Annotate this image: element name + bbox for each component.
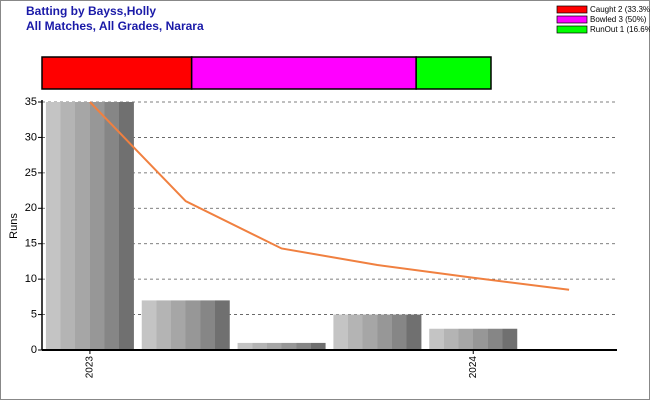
legend-label: RunOut 1 (16.6%) bbox=[590, 25, 650, 34]
legend-label: Caught 2 (33.3%) bbox=[590, 5, 650, 14]
legend-swatch bbox=[556, 15, 588, 24]
y-tick-label: 20 bbox=[25, 202, 37, 214]
x-tick-label: 2023 bbox=[85, 356, 96, 379]
y-tick-label: 0 bbox=[31, 344, 37, 356]
bar bbox=[237, 342, 326, 350]
y-tick-label: 5 bbox=[31, 308, 37, 320]
dismissal-segment bbox=[415, 56, 492, 90]
dismissal-segment bbox=[41, 56, 193, 90]
chart-title: Batting by Bayss,Holly bbox=[26, 4, 156, 18]
y-tick-label: 35 bbox=[25, 96, 37, 108]
legend-label: Bowled 3 (50%) bbox=[590, 15, 647, 24]
legend-swatch bbox=[556, 25, 588, 34]
x-tick-label: 2024 bbox=[468, 356, 479, 379]
dismissal-segment bbox=[190, 56, 417, 90]
legend-swatch bbox=[556, 5, 588, 14]
chart-subtitle: All Matches, All Grades, Narara bbox=[26, 19, 204, 33]
bar bbox=[45, 102, 134, 350]
y-tick-label: 10 bbox=[25, 273, 37, 285]
bar bbox=[333, 314, 422, 350]
average-line bbox=[89, 101, 570, 291]
y-tick-label: 30 bbox=[25, 131, 37, 143]
bar bbox=[429, 328, 518, 350]
y-axis-label: Runs bbox=[8, 213, 20, 239]
y-tick-label: 25 bbox=[25, 167, 37, 179]
y-tick-label: 15 bbox=[25, 238, 37, 250]
bar bbox=[141, 300, 230, 350]
